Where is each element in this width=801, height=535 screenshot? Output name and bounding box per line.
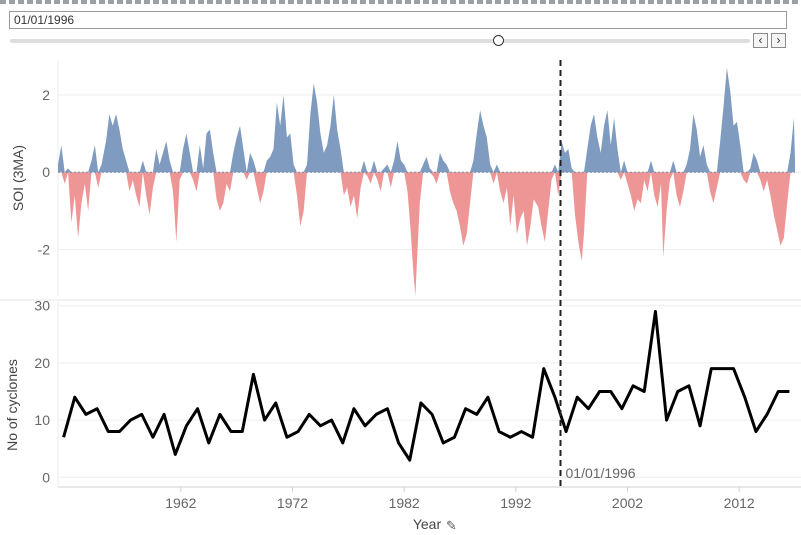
reference-line-label: 01/01/1996 — [566, 465, 636, 481]
cyclone-grid — [57, 302, 801, 487]
next-date-button[interactable]: › — [771, 33, 786, 48]
cyclone-y-tick-label: 10 — [34, 412, 50, 428]
previous-date-button[interactable]: ‹ — [753, 33, 768, 48]
cyclone-y-axis-title: No of cyclones — [4, 359, 20, 451]
x-tick-label: 2012 — [724, 495, 755, 511]
soi-y-ticks: -2 0 2 — [38, 87, 51, 258]
x-tick-label: 1982 — [389, 495, 420, 511]
pin-icon[interactable]: ✎ — [446, 518, 457, 533]
soi-y-tick-label: -2 — [38, 242, 51, 258]
cyclone-y-ticks: 0 10 20 30 — [34, 298, 50, 486]
year-axis-ticks: 1962 1972 1982 1992 2002 2012 — [165, 487, 755, 511]
cyclone-y-tick-label: 30 — [34, 298, 50, 314]
date-slider-track[interactable] — [10, 39, 750, 43]
soi-y-tick-label: 0 — [42, 164, 50, 180]
x-tick-label: 1992 — [500, 495, 531, 511]
soi-y-axis-title: SOI (3MA) — [10, 145, 26, 211]
x-axis-title: Year — [413, 516, 442, 532]
x-tick-label: 1972 — [277, 495, 308, 511]
soi-negative-area — [58, 172, 795, 296]
top-border — [0, 0, 801, 4]
cyclone-y-tick-label: 20 — [34, 355, 50, 371]
date-filter-input[interactable]: 01/01/1996 — [9, 11, 787, 29]
soi-grid — [57, 60, 801, 296]
soi-positive-area — [58, 67, 795, 173]
x-tick-label: 2002 — [612, 495, 643, 511]
date-slider-handle[interactable] — [493, 35, 505, 46]
cyclone-count-line — [62, 309, 790, 462]
chevron-left-icon: ‹ — [758, 33, 763, 47]
chevron-right-icon: › — [776, 33, 781, 47]
soi-y-tick-label: 2 — [42, 87, 50, 103]
cyclone-y-tick-label: 0 — [42, 469, 50, 485]
x-tick-label: 1962 — [165, 495, 196, 511]
